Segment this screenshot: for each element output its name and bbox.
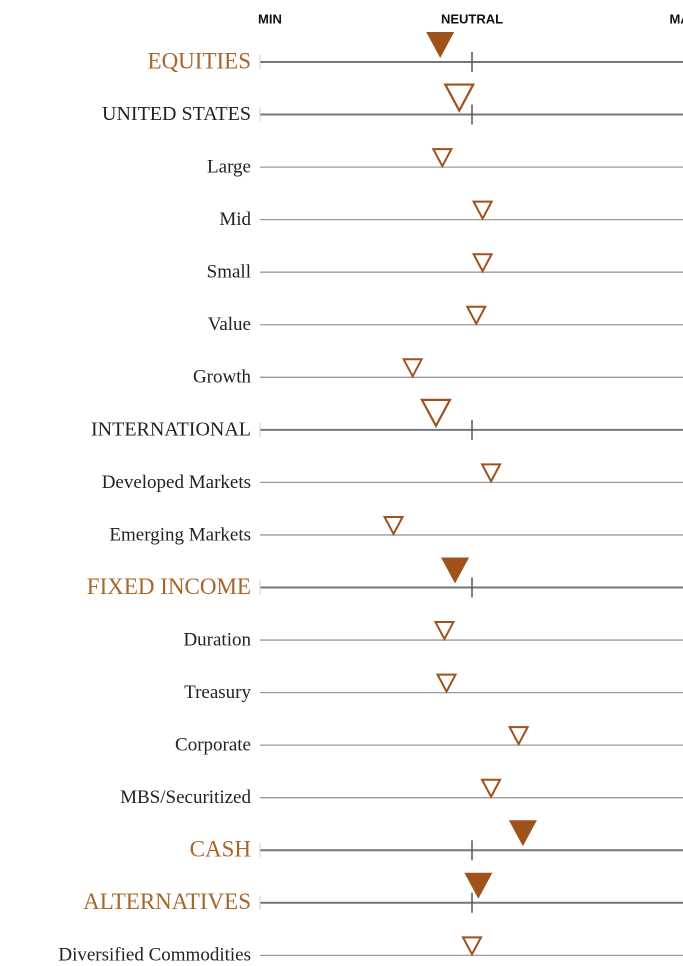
row-label: ALTERNATIVES	[83, 889, 251, 914]
row-label: Diversified Commodities	[58, 945, 251, 966]
row-label: Developed Markets	[102, 472, 251, 493]
row-label: Small	[207, 262, 251, 283]
row-label: Value	[208, 314, 251, 335]
marker	[465, 305, 487, 326]
marker	[435, 673, 458, 694]
row-label: Growth	[193, 367, 252, 388]
marker	[507, 726, 530, 747]
row-label: Treasury	[184, 682, 251, 703]
row-label: Emerging Markets	[109, 524, 251, 545]
row-label: Large	[207, 156, 251, 177]
marker	[382, 515, 405, 537]
marker	[480, 463, 502, 484]
row-label: EQUITIES	[148, 48, 251, 73]
marker	[508, 820, 537, 847]
x-tick-label: MIN	[258, 11, 282, 26]
row-label: Duration	[183, 629, 251, 650]
row-label: FIXED INCOME	[87, 574, 251, 599]
marker	[471, 200, 494, 221]
row-label: MBS/Securitized	[120, 787, 251, 808]
row-label: UNITED STATES	[102, 103, 251, 125]
marker	[464, 872, 493, 899]
row-label: Corporate	[175, 735, 251, 756]
row-label: CASH	[190, 837, 251, 862]
marker	[426, 32, 455, 58]
row-label: Mid	[219, 209, 251, 230]
marker	[420, 398, 452, 429]
x-tick-label: NEUTRAL	[441, 11, 503, 26]
marker	[443, 83, 476, 113]
marker	[401, 358, 424, 379]
marker	[441, 557, 470, 584]
marker	[471, 253, 494, 274]
marker	[480, 778, 502, 799]
marker	[433, 621, 456, 642]
row-label: INTERNATIONAL	[91, 418, 251, 440]
marker	[461, 936, 483, 957]
marker	[431, 148, 453, 169]
x-tick-label: MAX	[670, 11, 683, 26]
